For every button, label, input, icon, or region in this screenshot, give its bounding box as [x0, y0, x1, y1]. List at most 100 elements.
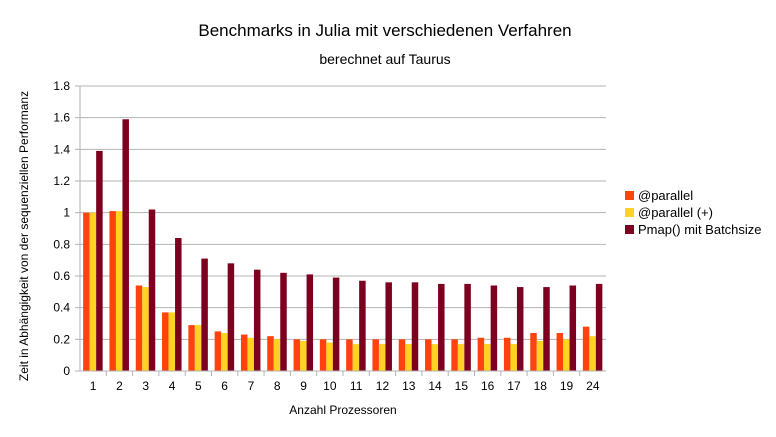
bar [280, 272, 287, 371]
x-tick-label: 17 [507, 379, 521, 393]
bar [385, 282, 392, 371]
bars [83, 119, 603, 371]
bar [96, 150, 103, 371]
bar [319, 339, 327, 371]
bar [516, 287, 524, 371]
x-tick-label: 14 [428, 379, 442, 393]
bar [247, 337, 254, 371]
x-tick-label: 10 [323, 379, 337, 393]
bar [240, 334, 248, 371]
legend-label: @parallel (+) [638, 205, 713, 220]
x-tick-label: 3 [142, 379, 149, 393]
x-tick-label: 24 [586, 379, 600, 393]
x-tick-label: 16 [481, 379, 495, 393]
bar [510, 344, 517, 371]
bar [227, 263, 235, 371]
bar [464, 283, 471, 371]
y-axis-label: Zeit in Abhängigkeit von der sequenziell… [17, 91, 31, 381]
bar [411, 282, 419, 371]
legend-swatch [625, 191, 634, 200]
x-tick-label: 6 [221, 379, 228, 393]
bar [89, 212, 97, 371]
y-tick-label: 1.6 [53, 111, 70, 125]
y-tick-label: 1.2 [53, 174, 70, 188]
bar [398, 339, 406, 371]
bar [142, 287, 149, 371]
y-tick-label: 0.6 [53, 269, 70, 283]
bar [405, 344, 412, 371]
x-tick-label: 9 [300, 379, 307, 393]
legend-label: @parallel [638, 188, 693, 203]
y-tick-label: 1.8 [53, 79, 70, 93]
bar [425, 339, 432, 371]
chart-title: Benchmarks in Julia mit verschiedenen Ve… [198, 21, 571, 40]
x-tick-label: 1 [90, 379, 97, 393]
bar [194, 325, 202, 371]
bar [306, 274, 314, 371]
bar [346, 339, 353, 371]
y-tick-label: 1.4 [53, 142, 70, 156]
gridlines [75, 85, 606, 376]
bar [451, 339, 458, 371]
bar [332, 277, 340, 371]
bar [214, 331, 222, 371]
bar [267, 336, 274, 371]
bar [477, 337, 485, 371]
bar [556, 333, 564, 371]
bar [188, 325, 195, 371]
legend-label: Pmap() mit Batchsize [638, 222, 762, 237]
x-axis-label: Anzahl Prozessoren [289, 403, 396, 417]
bar [457, 344, 465, 371]
y-tick-label: 0.8 [53, 237, 70, 251]
y-tick-label: 0.2 [53, 332, 70, 346]
x-tick-label: 18 [534, 379, 548, 393]
bar [536, 340, 544, 371]
bar [162, 312, 169, 371]
bar [490, 285, 498, 371]
bar [273, 339, 281, 371]
bar [253, 269, 261, 371]
x-tick-label: 12 [376, 379, 390, 393]
bar [484, 344, 491, 371]
bar [530, 333, 537, 371]
bar [168, 312, 176, 371]
legend: @parallel @parallel (+) Pmap() mit Batchsi… [625, 188, 762, 237]
bar [372, 339, 379, 371]
y-tick-label: 1 [63, 206, 70, 220]
bar [109, 211, 116, 371]
bar [378, 344, 386, 371]
bar [300, 340, 307, 371]
bar [148, 209, 156, 371]
bar [582, 326, 590, 371]
bar [83, 212, 90, 371]
bar [595, 283, 603, 371]
bar [359, 280, 366, 371]
bar [221, 333, 228, 371]
bar [503, 337, 511, 371]
bar [438, 283, 445, 371]
bar [326, 342, 333, 371]
bar [589, 336, 596, 371]
bar [431, 344, 439, 371]
x-tick-label: 2 [116, 379, 123, 393]
y-tick-labels: 0 0.2 0.4 0.6 0.8 1 1.2 1.4 1.6 1.8 [53, 79, 70, 378]
x-tick-label: 7 [248, 379, 255, 393]
x-tick-label: 8 [274, 379, 281, 393]
bar [201, 258, 208, 371]
bar [563, 339, 570, 371]
bar [352, 344, 360, 371]
bar [175, 238, 182, 371]
bar [122, 119, 129, 371]
bar [293, 339, 301, 371]
x-tick-label: 15 [455, 379, 469, 393]
x-tick-label: 13 [402, 379, 416, 393]
x-tick-labels: 1 2 3 4 5 6 7 8 9 10 11 12 13 14 15 16 17 18 19 24 [90, 379, 600, 393]
y-tick-label: 0 [63, 364, 70, 378]
y-tick-label: 0.4 [53, 301, 70, 315]
bar [115, 211, 123, 371]
bar [569, 285, 577, 371]
legend-swatch [625, 225, 634, 234]
legend-swatch [625, 208, 634, 217]
chart-subtitle: berechnet auf Taurus [319, 51, 450, 67]
